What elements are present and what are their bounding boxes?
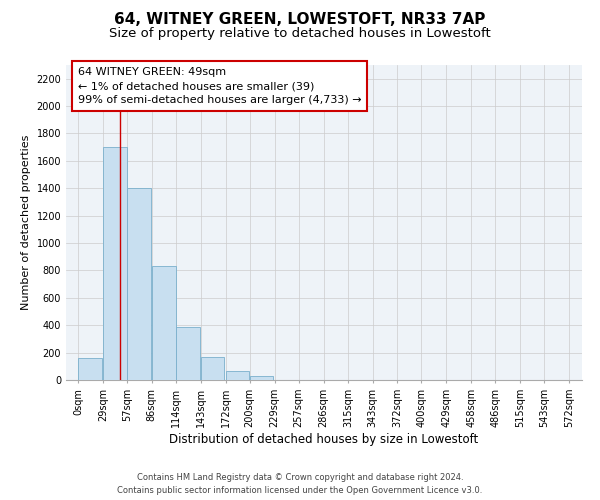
Bar [226, 371, 250, 380]
Text: 64 WITNEY GREEN: 49sqm
← 1% of detached houses are smaller (39)
99% of semi-deta: 64 WITNEY GREEN: 49sqm ← 1% of detached … [78, 67, 362, 105]
Bar [176, 326, 200, 380]
X-axis label: Distribution of detached houses by size in Lowestoft: Distribution of detached houses by size … [169, 432, 479, 446]
Bar [79, 358, 102, 380]
Text: 64, WITNEY GREEN, LOWESTOFT, NR33 7AP: 64, WITNEY GREEN, LOWESTOFT, NR33 7AP [115, 12, 485, 28]
Y-axis label: Number of detached properties: Number of detached properties [21, 135, 31, 310]
Bar [127, 188, 151, 380]
Text: Contains HM Land Registry data © Crown copyright and database right 2024.
Contai: Contains HM Land Registry data © Crown c… [118, 473, 482, 495]
Bar [250, 376, 274, 380]
Bar [201, 358, 224, 380]
Bar [103, 147, 127, 380]
Bar [152, 266, 176, 380]
Text: Size of property relative to detached houses in Lowestoft: Size of property relative to detached ho… [109, 28, 491, 40]
